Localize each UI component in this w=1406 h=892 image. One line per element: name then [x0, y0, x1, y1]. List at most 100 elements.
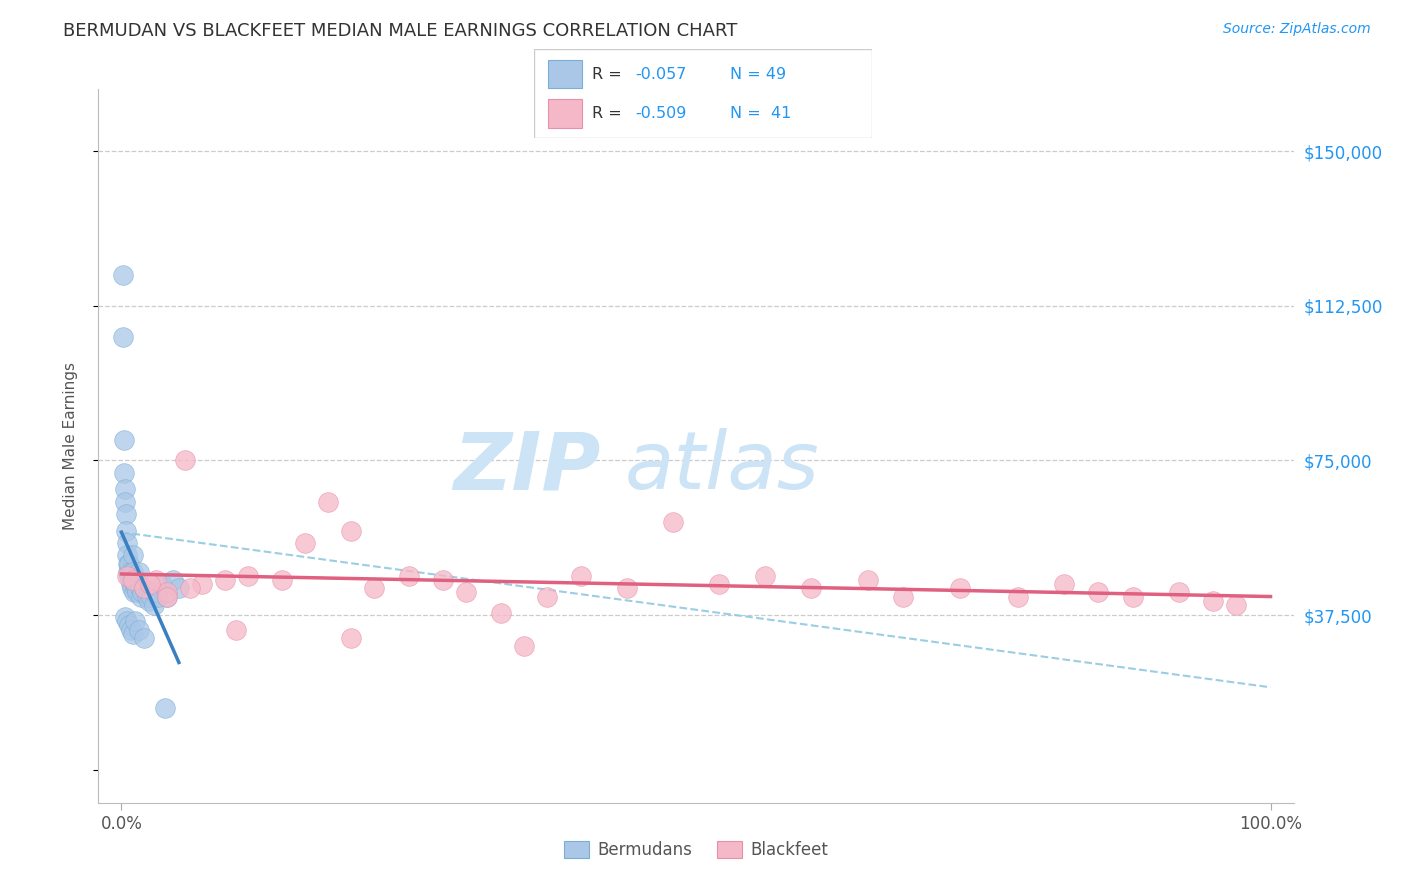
Point — [1087, 585, 1109, 599]
Point — [214, 573, 236, 587]
Point — [129, 590, 152, 604]
Text: R =: R = — [592, 106, 627, 120]
Point — [118, 618, 141, 632]
Point — [134, 582, 156, 596]
Point — [117, 565, 139, 579]
Point — [120, 623, 142, 637]
Point — [112, 433, 135, 447]
Point — [236, 569, 259, 583]
Point — [162, 573, 184, 587]
Point — [398, 569, 420, 583]
Point — [111, 268, 134, 282]
Point — [949, 582, 972, 596]
Point — [142, 598, 165, 612]
Point — [662, 516, 685, 530]
Point — [148, 590, 170, 604]
FancyBboxPatch shape — [548, 99, 582, 128]
Text: N =  41: N = 41 — [730, 106, 792, 120]
Point — [173, 453, 195, 467]
Point — [512, 639, 534, 653]
Point — [114, 483, 136, 497]
Point — [122, 549, 145, 563]
Point — [179, 582, 201, 596]
Point — [1202, 593, 1225, 607]
Point — [145, 585, 167, 599]
Point — [112, 466, 135, 480]
Point — [115, 507, 138, 521]
Point — [124, 615, 146, 629]
Legend: Bermudans, Blackfeet: Bermudans, Blackfeet — [557, 834, 835, 866]
Point — [118, 569, 141, 583]
Point — [114, 610, 136, 624]
Point — [432, 573, 454, 587]
Point — [156, 590, 179, 604]
Point — [124, 577, 146, 591]
Point — [139, 577, 162, 591]
Text: R =: R = — [592, 67, 627, 81]
Point — [127, 585, 149, 599]
Point — [489, 606, 512, 620]
Point — [128, 582, 150, 596]
Point — [153, 701, 176, 715]
Point — [120, 577, 142, 591]
Point — [156, 585, 179, 599]
Point — [800, 582, 823, 596]
Point — [150, 577, 173, 591]
Point — [118, 557, 141, 571]
Point — [138, 593, 160, 607]
Text: N = 49: N = 49 — [730, 67, 786, 81]
Point — [115, 524, 138, 538]
Point — [122, 585, 145, 599]
Point — [858, 573, 880, 587]
Point — [145, 573, 167, 587]
Point — [616, 582, 638, 596]
Point — [167, 582, 190, 596]
Y-axis label: Median Male Earnings: Median Male Earnings — [63, 362, 77, 530]
Point — [456, 585, 478, 599]
Point — [1225, 598, 1247, 612]
Point — [316, 494, 339, 508]
Point — [122, 626, 145, 640]
Point — [191, 577, 214, 591]
Point — [1122, 590, 1144, 604]
Point — [115, 549, 138, 563]
Point — [131, 585, 153, 599]
Point — [115, 536, 138, 550]
Point — [294, 536, 316, 550]
Text: ZIP: ZIP — [453, 428, 600, 507]
Point — [891, 590, 914, 604]
Point — [125, 582, 148, 596]
Point — [122, 565, 145, 579]
Text: BERMUDAN VS BLACKFEET MEDIAN MALE EARNINGS CORRELATION CHART: BERMUDAN VS BLACKFEET MEDIAN MALE EARNIN… — [63, 22, 738, 40]
Text: Source: ZipAtlas.com: Source: ZipAtlas.com — [1223, 22, 1371, 37]
Point — [536, 590, 558, 604]
FancyBboxPatch shape — [534, 49, 872, 138]
Point — [754, 569, 776, 583]
Point — [271, 573, 294, 587]
Point — [120, 565, 142, 579]
Point — [1007, 590, 1029, 604]
Point — [363, 582, 385, 596]
Point — [340, 524, 363, 538]
Text: atlas: atlas — [624, 428, 820, 507]
Point — [121, 573, 143, 587]
Point — [569, 569, 592, 583]
Point — [707, 577, 730, 591]
Point — [122, 573, 145, 587]
Point — [122, 573, 145, 587]
FancyBboxPatch shape — [548, 60, 582, 88]
Point — [141, 590, 163, 604]
Point — [1167, 585, 1189, 599]
Point — [134, 631, 156, 645]
Point — [121, 582, 143, 596]
Point — [117, 557, 139, 571]
Point — [225, 623, 247, 637]
Point — [128, 623, 150, 637]
Point — [111, 329, 134, 343]
Point — [115, 615, 138, 629]
Point — [115, 569, 138, 583]
Point — [114, 494, 136, 508]
Point — [156, 590, 179, 604]
Point — [1053, 577, 1076, 591]
Text: -0.509: -0.509 — [636, 106, 688, 120]
